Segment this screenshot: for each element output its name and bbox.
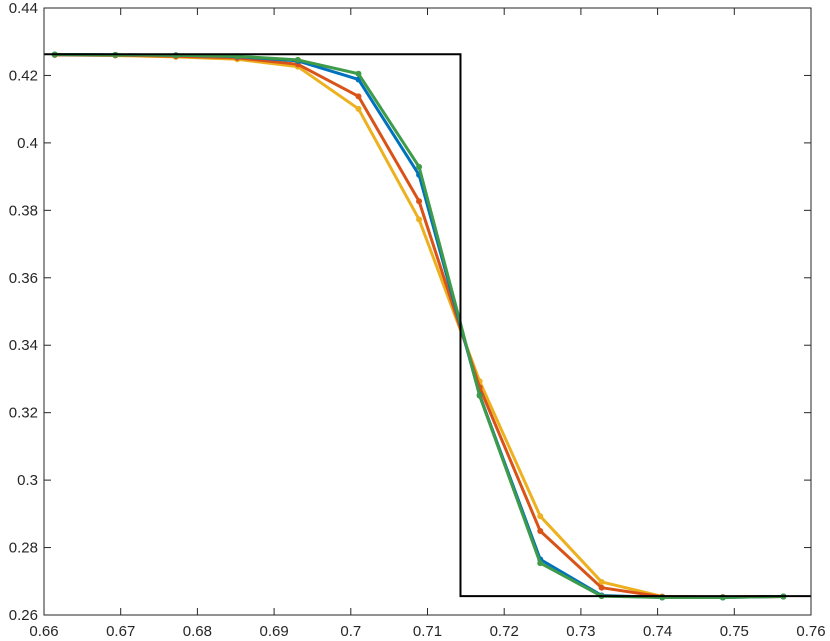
y-tick-label: 0.26 — [9, 607, 38, 624]
x-tick-label: 0.67 — [106, 623, 135, 640]
x-tick-label: 0.76 — [796, 623, 825, 640]
x-tick-label: 0.68 — [183, 623, 212, 640]
series-2-point — [598, 584, 605, 591]
reference-step-line — [44, 53, 811, 598]
series-4-point — [294, 56, 301, 63]
y-tick-label: 0.32 — [9, 405, 38, 422]
series-4-point — [172, 52, 179, 59]
x-tick-label: 0.75 — [720, 623, 749, 640]
series-1-point — [355, 105, 362, 112]
series-1-point — [537, 513, 544, 520]
y-tick-label: 0.44 — [9, 0, 38, 17]
y-tick-label: 0.3 — [17, 472, 38, 489]
series-2-point — [416, 198, 423, 205]
y-tick-label: 0.36 — [9, 270, 38, 287]
series-4-point — [355, 70, 362, 77]
series-1-point — [598, 578, 605, 585]
y-tick-label: 0.34 — [9, 337, 38, 354]
series-4-point — [416, 163, 423, 170]
y-tick-label: 0.4 — [17, 135, 38, 152]
series-1-point — [416, 216, 423, 223]
series-2-point — [537, 528, 544, 535]
axis-layer: 0.66 0.67 0.68 0.69 0.7 0.71 0.72 0.73 0.74 0.75 0… — [9, 0, 826, 640]
plot-area — [44, 8, 811, 615]
series-4-point — [476, 392, 483, 399]
x-tick-label: 0.74 — [643, 623, 672, 640]
y-tick-label: 0.28 — [9, 540, 38, 557]
x-tick-label: 0.69 — [259, 623, 288, 640]
reference-layer — [44, 53, 811, 598]
x-tick-label: 0.73 — [566, 623, 595, 640]
x-tick-label: 0.71 — [413, 623, 442, 640]
y-tick-label: 0.38 — [9, 202, 38, 219]
x-tick-label: 0.72 — [490, 623, 519, 640]
x-tick-label: 0.7 — [340, 623, 361, 640]
series-2-point — [355, 93, 362, 100]
series-4-point — [537, 560, 544, 567]
x-tick-label: 0.66 — [29, 623, 58, 640]
y-tick-label: 0.42 — [9, 67, 38, 84]
